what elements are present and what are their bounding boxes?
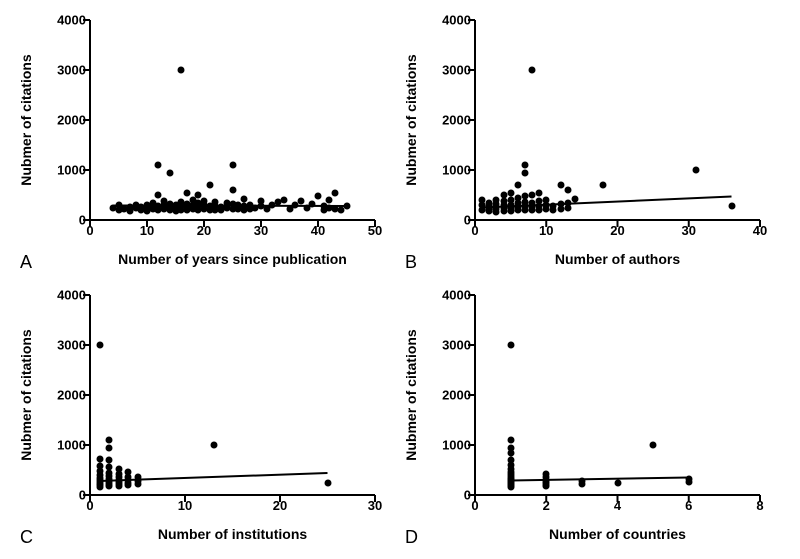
- data-point: [507, 342, 514, 349]
- panel-letter: D: [405, 527, 418, 548]
- data-point: [529, 199, 536, 206]
- data-point: [166, 169, 173, 176]
- data-point: [210, 442, 217, 449]
- panel-D: 0100020003000400002468Nubmer of citation…: [405, 285, 785, 550]
- data-point: [178, 67, 185, 74]
- scatter-figure: 0100020003000400001020304050Nubmer of ci…: [0, 0, 800, 559]
- panel-C: 010002000300040000102030Nubmer of citati…: [20, 285, 400, 550]
- data-point: [600, 182, 607, 189]
- x-axis-label: Number of authors: [555, 251, 680, 267]
- data-point: [315, 193, 322, 200]
- data-point: [106, 464, 113, 471]
- data-point: [96, 463, 103, 470]
- data-point: [309, 201, 316, 208]
- data-point: [479, 197, 486, 204]
- panel-letter: A: [20, 252, 32, 273]
- data-point: [324, 480, 331, 487]
- data-point: [536, 198, 543, 205]
- data-point: [529, 192, 536, 199]
- data-point: [557, 182, 564, 189]
- data-point: [521, 162, 528, 169]
- data-point: [258, 198, 265, 205]
- data-point: [96, 342, 103, 349]
- data-point: [557, 201, 564, 208]
- data-point: [543, 470, 550, 477]
- panel-svg: [20, 285, 400, 550]
- data-point: [692, 167, 699, 174]
- data-point: [521, 199, 528, 206]
- data-point: [543, 197, 550, 204]
- data-point: [507, 437, 514, 444]
- y-axis-label: Nubmer of citations: [403, 329, 419, 460]
- data-point: [106, 457, 113, 464]
- x-axis-label: Number of years since publication: [118, 251, 347, 267]
- data-point: [564, 187, 571, 194]
- data-point: [578, 478, 585, 485]
- data-point: [297, 198, 304, 205]
- data-point: [514, 194, 521, 201]
- panel-svg: [20, 10, 400, 275]
- data-point: [500, 198, 507, 205]
- data-point: [550, 202, 557, 209]
- panel-A: 0100020003000400001020304050Nubmer of ci…: [20, 10, 400, 275]
- data-point: [529, 67, 536, 74]
- data-point: [332, 189, 339, 196]
- data-point: [500, 192, 507, 199]
- data-point: [507, 197, 514, 204]
- x-axis-label: Number of institutions: [158, 526, 307, 542]
- y-axis-label: Nubmer of citations: [403, 54, 419, 185]
- data-point: [155, 162, 162, 169]
- data-point: [493, 197, 500, 204]
- data-point: [564, 199, 571, 206]
- data-point: [106, 444, 113, 451]
- panel-B: 01000200030004000010203040Nubmer of cita…: [405, 10, 785, 275]
- data-point: [96, 456, 103, 463]
- y-axis-label: Nubmer of citations: [18, 54, 34, 185]
- data-point: [486, 199, 493, 206]
- data-point: [183, 189, 190, 196]
- data-point: [685, 475, 692, 482]
- panel-svg: [405, 10, 785, 275]
- panel-svg: [405, 285, 785, 550]
- data-point: [106, 437, 113, 444]
- data-point: [521, 169, 528, 176]
- panel-letter: C: [20, 527, 33, 548]
- data-point: [614, 479, 621, 486]
- data-point: [521, 193, 528, 200]
- data-point: [536, 189, 543, 196]
- data-point: [343, 203, 350, 210]
- data-point: [229, 162, 236, 169]
- data-point: [134, 474, 141, 481]
- data-point: [326, 197, 333, 204]
- data-point: [206, 182, 213, 189]
- data-point: [507, 444, 514, 451]
- y-axis-label: Nubmer of citations: [18, 329, 34, 460]
- data-point: [514, 182, 521, 189]
- data-point: [115, 466, 122, 473]
- data-point: [507, 457, 514, 464]
- data-point: [125, 468, 132, 475]
- data-point: [728, 203, 735, 210]
- data-point: [571, 196, 578, 203]
- panel-letter: B: [405, 252, 417, 273]
- data-point: [229, 187, 236, 194]
- data-point: [507, 189, 514, 196]
- data-point: [280, 197, 287, 204]
- data-point: [650, 442, 657, 449]
- x-axis-label: Number of countries: [549, 526, 686, 542]
